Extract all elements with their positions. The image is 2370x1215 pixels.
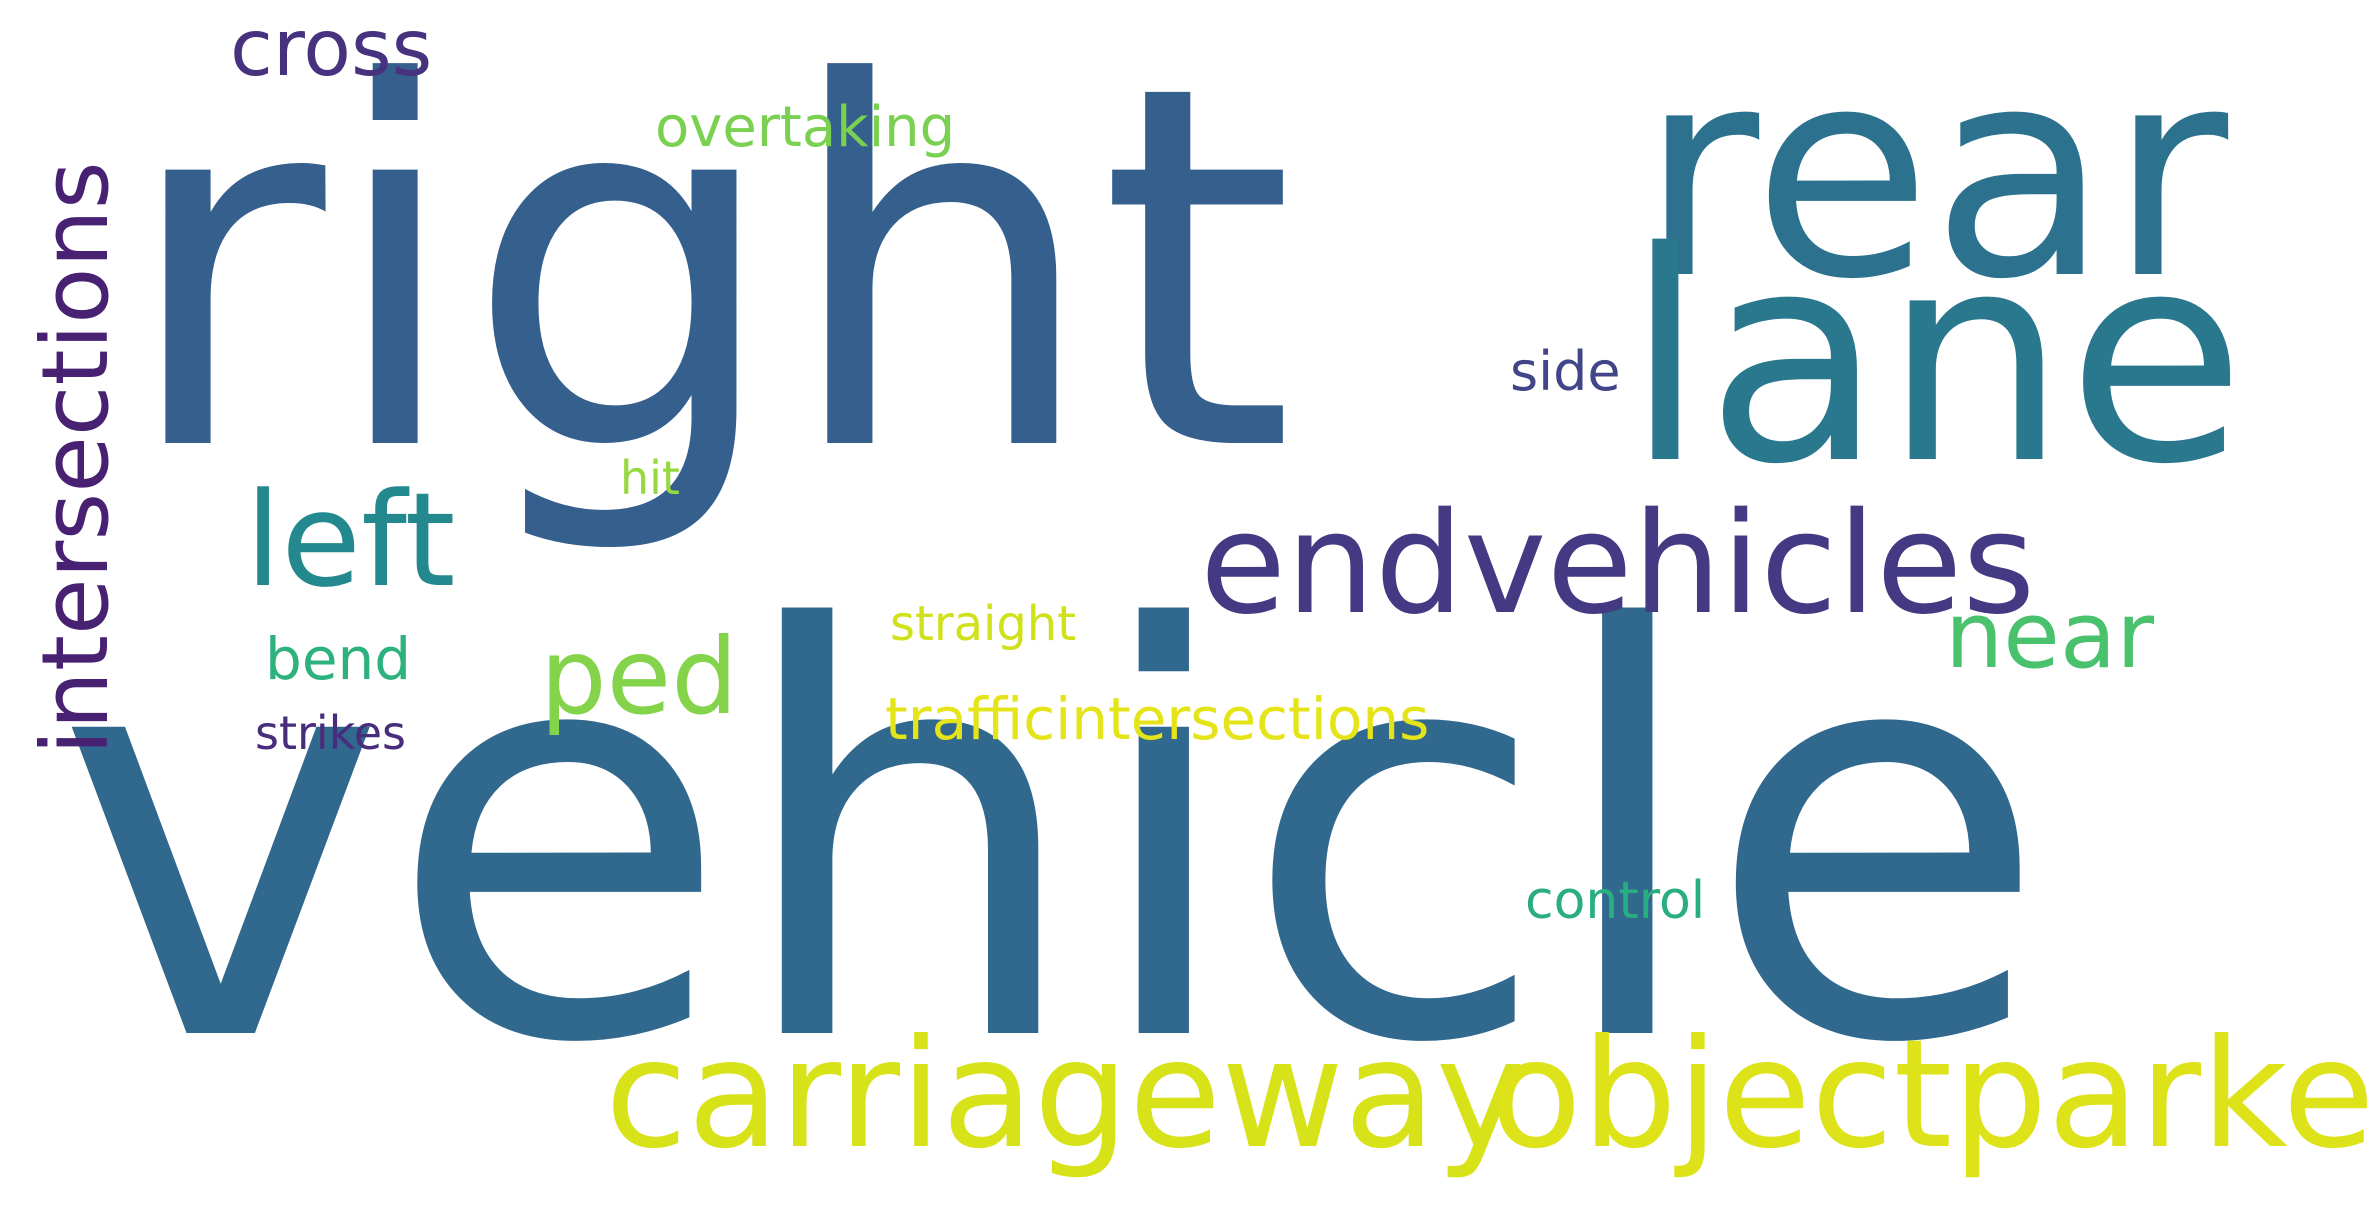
- word-lane: lane: [1625, 191, 2246, 528]
- word-ped: ped: [540, 616, 738, 738]
- word-endvehicles: endvehicles: [1200, 483, 2036, 646]
- word-straight: straight: [890, 596, 1077, 652]
- word-control: control: [1525, 871, 1706, 931]
- word-right: right: [120, 0, 1295, 561]
- word-intersections: intersections: [22, 161, 129, 755]
- word-rear: rear: [1640, 6, 2229, 343]
- word-left: left: [245, 464, 456, 616]
- word-overtaking: overtaking: [655, 95, 956, 160]
- word-side: side: [1510, 340, 1621, 403]
- word-near: near: [1945, 582, 2155, 689]
- word-carriageway: carriageway: [605, 1008, 1525, 1182]
- word-strikes: strikes: [255, 706, 406, 760]
- word-trafficintersections: trafficintersections: [885, 685, 1430, 753]
- word-cross: cross: [230, 4, 433, 94]
- word-hit: hit: [620, 451, 680, 505]
- word-bend: bend: [265, 625, 412, 693]
- word-objectparked: objectparked: [1490, 1008, 2370, 1182]
- word-vehicle: vehicle: [55, 514, 2050, 1166]
